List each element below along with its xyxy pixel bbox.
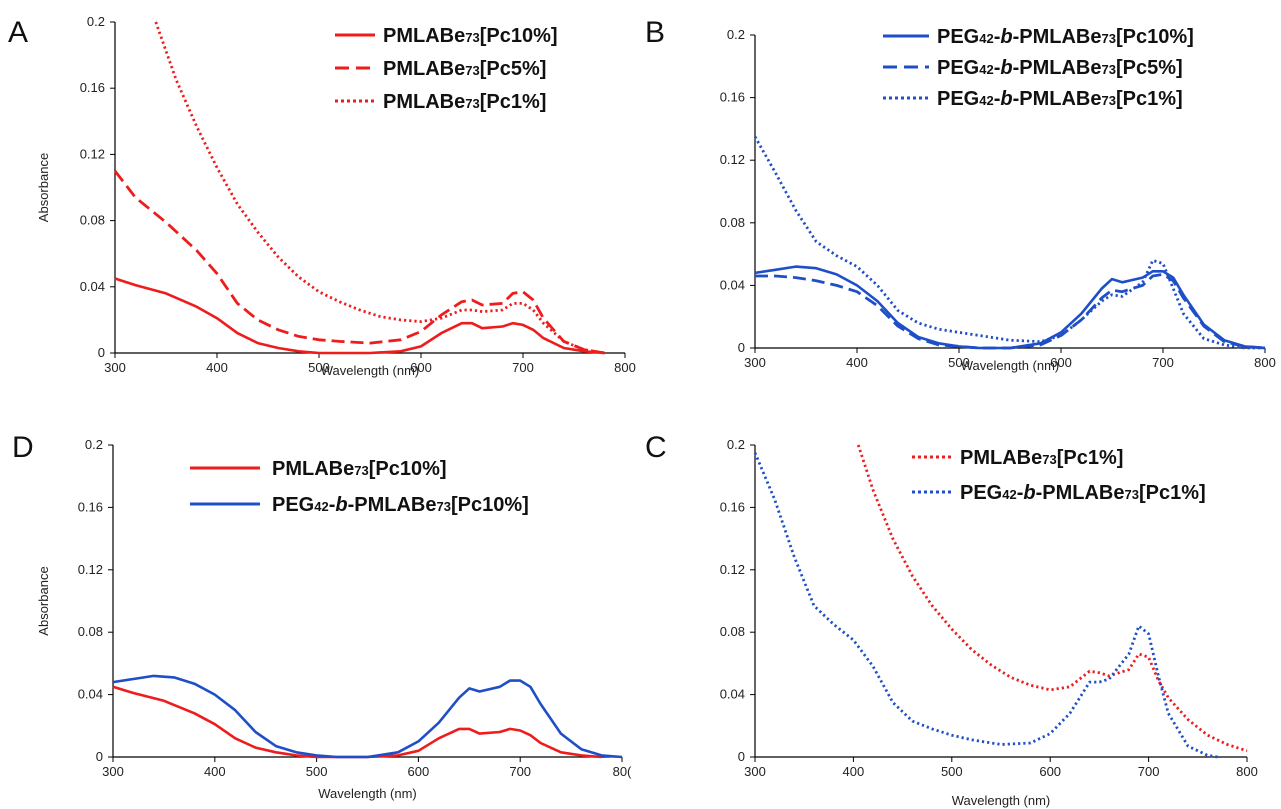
chart-a-x-tick-label: 300: [104, 360, 126, 375]
chart-b-x-tick-label: 600: [1050, 355, 1072, 370]
chart-d-y-tick-label: 0.08: [78, 624, 103, 639]
chart-b-x-tick-label: 400: [846, 355, 868, 370]
chart-a-panel-letter: A: [8, 16, 28, 49]
chart-a-series-line-3: [154, 21, 605, 355]
chart-b-y-tick-label: 0: [738, 340, 745, 355]
chart-c-series-line-2: [753, 452, 1218, 759]
chart-panel-a: A 300 400 500 600 700 800 0 0.04 0.08 0.12 0.16 0.2 W…: [0, 0, 640, 400]
chart-d-x-tick-label: 400: [204, 764, 226, 779]
chart-b-y-tick-label: 0.12: [720, 152, 745, 167]
chart-c-y-tick-label: 0.04: [720, 687, 745, 702]
chart-d-svg: D 300 400 500 600 700 80( 0 0.04 0.08 0.12 0.16 0.2 W…: [12, 431, 632, 801]
chart-c-x-tick-label: 300: [744, 764, 766, 779]
chart-c-x-axis-label: Wavelength (nm): [952, 793, 1051, 808]
chart-c-svg: C 300 400 500 600 700 800 0 0.04 0.08 0.12 0.16 0.2 W…: [645, 431, 1258, 808]
chart-a-legend-label-1: PMLABe73[Pc10%]: [383, 25, 558, 47]
chart-panel-b: B 300 400 500 600 700 800 0 0.04 0.08 0.12 0.16 0.2 W…: [640, 0, 1281, 400]
chart-panel-c: C 300 400 500 600 700 800 0 0.04 0.08 0.12 0.16 0.2 W…: [640, 405, 1281, 809]
chart-c-y-tick-label: 0.2: [727, 437, 745, 452]
chart-a-y-tick-label: 0.2: [87, 14, 105, 29]
chart-a-y-tick-label: 0.16: [80, 80, 105, 95]
chart-b-panel-letter: B: [645, 16, 665, 49]
chart-a-series-line-2: [113, 170, 605, 355]
chart-b-x-tick-label: 700: [1152, 355, 1174, 370]
chart-c-series-line-1: [856, 444, 1248, 753]
chart-b-legend-label-3: PEG42-b-PMLABe73[Pc1%]: [937, 88, 1183, 110]
chart-d-y-axis-label: Absorbance: [36, 566, 51, 635]
chart-a-x-tick-label: 600: [410, 360, 432, 375]
chart-c-x-tick-label: 800: [1236, 764, 1258, 779]
chart-d-series-line-2: [112, 674, 623, 759]
chart-b-x-tick-label: 500: [948, 355, 970, 370]
chart-d-x-axis-label: Wavelength (nm): [318, 786, 417, 801]
chart-d-legend-label-1: PMLABe73[Pc10%]: [272, 458, 447, 480]
chart-b-y-tick-label: 0.04: [720, 277, 745, 292]
chart-b-x-axis-label: Wavelength (nm): [961, 358, 1060, 373]
chart-b-legend-label-1: PEG42-b-PMLABe73[Pc10%]: [937, 26, 1194, 48]
chart-c-x-tick-label: 500: [941, 764, 963, 779]
chart-b-x-tick-label: 300: [744, 355, 766, 370]
chart-b-series-line-2: [755, 273, 1266, 350]
chart-panel-d: D 300 400 500 600 700 80( 0 0.04 0.08 0.12 0.16 0.2 W…: [0, 405, 640, 809]
chart-a-y-tick-label: 0.12: [80, 146, 105, 161]
chart-d-x-tick-label: 500: [306, 764, 328, 779]
chart-a-svg: A 300 400 500 600 700 800 0 0.04 0.08 0.12 0.16 0.2 W…: [8, 14, 636, 378]
chart-d-y-tick-label: 0.2: [85, 437, 103, 452]
chart-b-legend-label-2: PEG42-b-PMLABe73[Pc5%]: [937, 57, 1183, 79]
chart-d-y-tick-label: 0.12: [78, 562, 103, 577]
chart-d-x-tick-label: 80(: [613, 764, 632, 779]
chart-c-y-tick-label: 0.16: [720, 499, 745, 514]
chart-c-y-tick-label: 0.12: [720, 562, 745, 577]
chart-b-x-tick-label: 800: [1254, 355, 1276, 370]
chart-c-x-tick-label: 700: [1138, 764, 1160, 779]
chart-d-x-tick-label: 300: [102, 764, 124, 779]
chart-d-x-tick-label: 700: [509, 764, 531, 779]
chart-a-legend-label-3: PMLABe73[Pc1%]: [383, 91, 546, 113]
chart-c-panel-letter: C: [645, 431, 667, 464]
chart-a-y-axis-label: Absorbance: [36, 153, 51, 222]
chart-d-y-tick-label: 0.04: [78, 687, 103, 702]
chart-a-x-tick-label: 500: [308, 360, 330, 375]
chart-a-x-tick-label: 800: [614, 360, 636, 375]
chart-b-svg: B 300 400 500 600 700 800 0 0.04 0.08 0.12 0.16 0.2 W…: [645, 16, 1276, 373]
chart-b-series-line-3: [753, 136, 1265, 350]
chart-c-y-tick-label: 0: [738, 749, 745, 764]
chart-d-panel-letter: D: [12, 431, 34, 464]
chart-a-y-tick-label: 0.04: [80, 279, 105, 294]
chart-a-y-tick-label: 0: [98, 345, 105, 360]
chart-a-x-axis-label: Wavelength (nm): [321, 363, 420, 378]
chart-b-y-tick-label: 0.2: [727, 27, 745, 42]
chart-d-x-tick-label: 600: [408, 764, 430, 779]
chart-c-legend-label-1: PMLABe73[Pc1%]: [960, 447, 1123, 469]
chart-b-y-tick-label: 0.16: [720, 90, 745, 105]
chart-d-y-tick-label: 0: [96, 749, 103, 764]
chart-d-series-line-1: [112, 685, 602, 759]
chart-c-legend-label-2: PEG42-b-PMLABe73[Pc1%]: [960, 482, 1206, 504]
chart-c-x-tick-label: 600: [1039, 764, 1061, 779]
chart-d-y-tick-label: 0.16: [78, 499, 103, 514]
chart-a-x-tick-label: 400: [206, 360, 228, 375]
chart-c-x-tick-label: 400: [843, 764, 865, 779]
chart-a-series-line-1: [114, 277, 605, 355]
chart-b-y-tick-label: 0.08: [720, 215, 745, 230]
chart-b-series-line-1: [754, 265, 1266, 350]
chart-c-y-tick-label: 0.08: [720, 624, 745, 639]
chart-d-legend-label-2: PEG42-b-PMLABe73[Pc10%]: [272, 494, 529, 516]
chart-a-y-tick-label: 0.08: [80, 213, 105, 228]
chart-a-x-tick-label: 700: [512, 360, 534, 375]
chart-a-legend-label-2: PMLABe73[Pc5%]: [383, 58, 546, 80]
